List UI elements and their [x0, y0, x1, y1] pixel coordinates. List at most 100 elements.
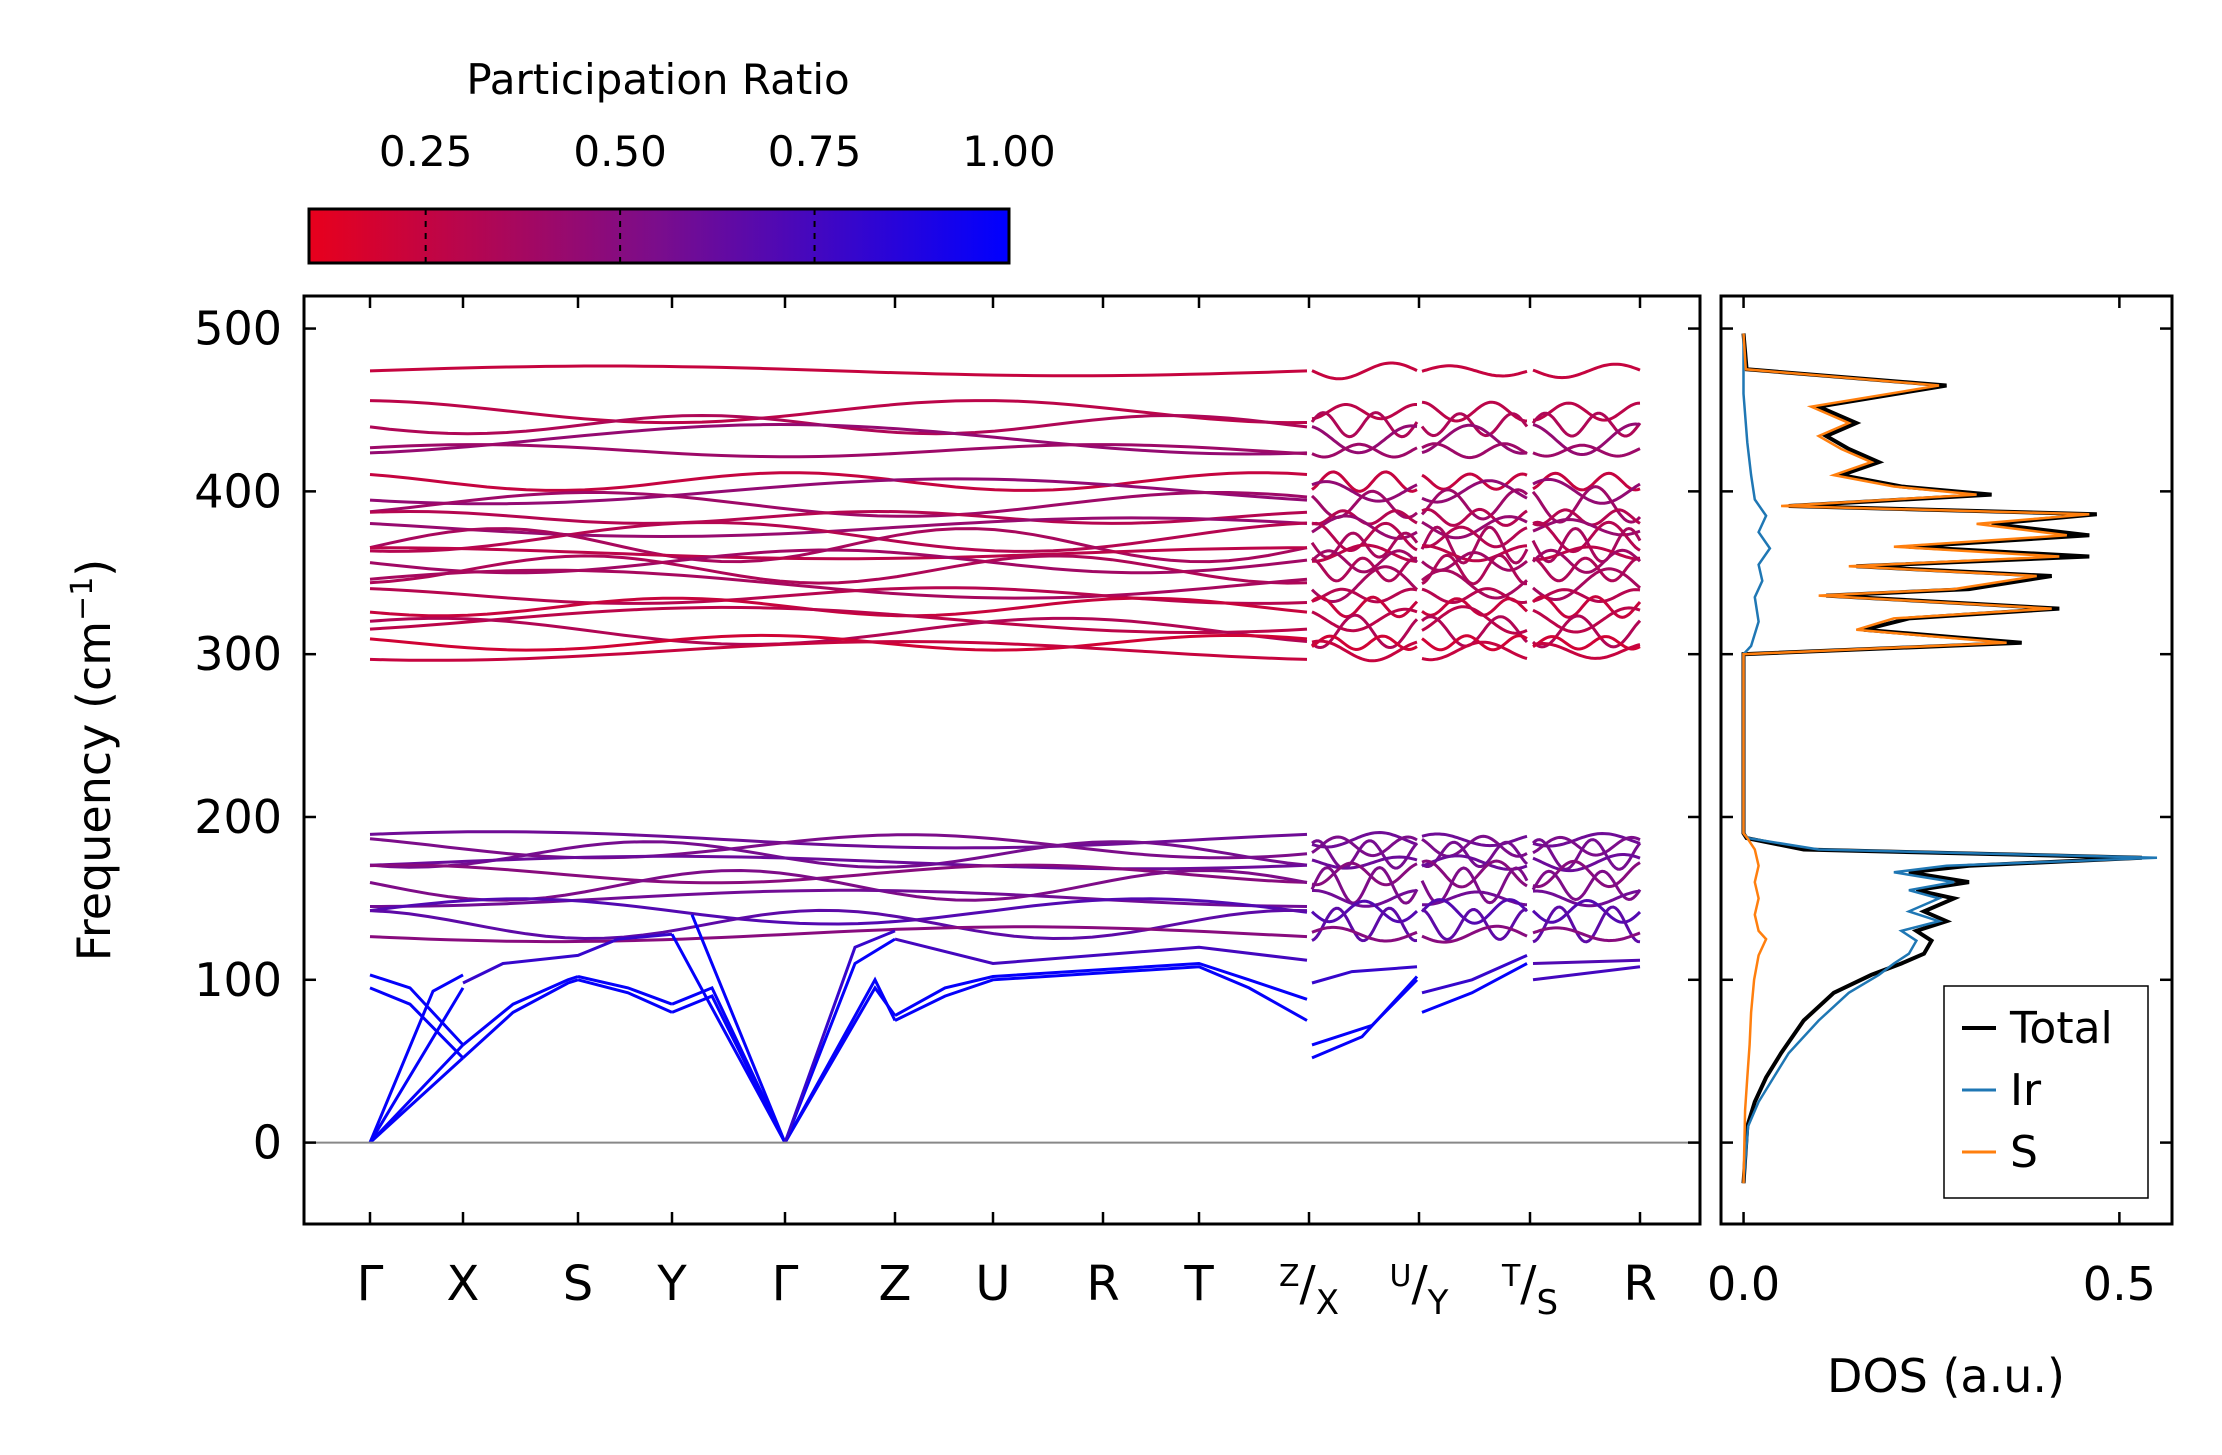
- colorbar-tick-label: 1.00: [962, 127, 1056, 176]
- phonon-branch: [369, 520, 1308, 553]
- x-tick-label: Z: [879, 1256, 912, 1312]
- acoustic-branch: [894, 937, 1308, 966]
- dos-line-total: [1741, 333, 2142, 1184]
- dos-x-tick-label: 0.5: [2083, 1257, 2156, 1311]
- phonon-branch: [1310, 489, 1418, 520]
- phonon-branch: [1532, 362, 1641, 380]
- phonon-branch: [1311, 587, 1418, 604]
- acoustic-branch: [1421, 954, 1528, 995]
- phonon-branch: [1421, 907, 1528, 941]
- legend-label: S: [2010, 1127, 2038, 1178]
- x-tick-label: R: [1086, 1256, 1119, 1312]
- phonon-branch: [369, 399, 1308, 425]
- phonon-branch: [1532, 606, 1641, 634]
- phonon-branch: [1421, 400, 1528, 423]
- acoustic-branch: [462, 975, 579, 1047]
- phonon-branch: [1421, 615, 1529, 648]
- acoustic-branch: [369, 973, 465, 1046]
- phonon-branch: [1531, 595, 1642, 619]
- phonon-branch: [369, 516, 1308, 539]
- acoustic-branch: [1311, 975, 1419, 1060]
- phonon-branch: [1311, 480, 1418, 503]
- phonon-branch: [1422, 544, 1528, 563]
- x-tick-label: Γ: [357, 1256, 384, 1312]
- phonon-branch: [1311, 839, 1419, 870]
- phonon-branch: [1531, 614, 1642, 649]
- y-tick-label: 200: [194, 790, 282, 844]
- phonon-branch: [1310, 549, 1419, 574]
- phonon-branch: [1532, 905, 1641, 944]
- phonon-branch: [1531, 526, 1642, 564]
- phonon-branch: [1421, 834, 1528, 858]
- y-tick-label: 100: [194, 953, 282, 1007]
- phonon-branch: [1310, 411, 1419, 439]
- band-axis-ticks: 0 100 200 300 400 500 Γ X S Y Γ Z U R T Z/X U/Y T/S R: [194, 296, 1700, 1323]
- phonon-branch: [1311, 906, 1418, 943]
- phonon-branch: [369, 605, 1308, 634]
- phonon-branch: [369, 888, 1308, 908]
- phonon-branch: [369, 554, 1308, 585]
- colorbar-tick-label: 0.75: [768, 127, 862, 176]
- phonon-branch: [1420, 898, 1529, 925]
- phonon-branch: [1311, 639, 1418, 663]
- phonon-branch: [1311, 861, 1418, 887]
- phonon-branch: [1421, 568, 1528, 600]
- phonon-branch: [1310, 595, 1419, 619]
- phonon-branch: [1420, 866, 1529, 905]
- phonon-branch: [1311, 470, 1418, 493]
- phonon-branch: [369, 509, 1308, 525]
- phonon-branch: [1421, 442, 1528, 460]
- phonon-branch: [1532, 588, 1641, 604]
- x-tick-label: Γ: [772, 1256, 799, 1312]
- dos-line-s: [1742, 333, 2090, 1184]
- acoustic-branch: [577, 978, 673, 1014]
- phonon-branch: [1532, 831, 1641, 848]
- y-tick-label: 500: [194, 302, 282, 356]
- phonon-branch: [369, 868, 1308, 902]
- phonon-branch: [1420, 488, 1528, 521]
- phonon-branch: [1531, 548, 1642, 574]
- acoustic-branch: [462, 932, 673, 985]
- phonon-branch: [369, 633, 1308, 652]
- acoustic-branch: [670, 933, 787, 1144]
- y-axis-label: Frequency (cm−1): [65, 559, 121, 962]
- phonon-branch: [1420, 525, 1529, 565]
- phonon-branch: [1532, 545, 1641, 562]
- phonon-branch: [1532, 926, 1641, 943]
- acoustic-branch: [783, 985, 897, 1144]
- phonon-branch: [1421, 634, 1528, 652]
- phonon-branch: [1310, 866, 1419, 905]
- phonon-branch: [369, 925, 1308, 944]
- x-tick-label: X: [447, 1256, 480, 1312]
- x-tick-label-split: Z/X: [1279, 1256, 1339, 1323]
- phonon-branch: [1421, 553, 1528, 586]
- y-tick-label: 0: [253, 1116, 282, 1170]
- legend-box: [1943, 985, 2149, 1199]
- phonon-branch: [1532, 642, 1641, 660]
- band-lines: [368, 361, 1642, 1144]
- phonon-branch: [1532, 471, 1641, 492]
- phonon-branch: [1421, 924, 1528, 944]
- phonon-branch: [369, 568, 1308, 600]
- acoustic-branch: [1532, 958, 1641, 965]
- phonon-branch: [1532, 635, 1641, 651]
- phonon-branch: [1421, 472, 1528, 491]
- acoustic-branch: [783, 937, 896, 1144]
- x-tick-label: R: [1623, 1256, 1656, 1312]
- phonon-branch: [1312, 543, 1418, 563]
- acoustic-branch: [1311, 978, 1419, 1047]
- x-tick-label-split: T/S: [1501, 1256, 1558, 1323]
- legend-label: Ir: [2010, 1065, 2042, 1116]
- phonon-branch: [1532, 477, 1641, 505]
- colorbar-title: Participation Ratio: [466, 55, 849, 104]
- phonon-branch: [1311, 361, 1418, 381]
- acoustic-branch: [368, 987, 465, 1144]
- phonon-branch: [369, 471, 1308, 492]
- phonon-branch: [369, 897, 1308, 926]
- phonon-branch: [1531, 838, 1642, 871]
- phonon-branch: [369, 854, 1308, 871]
- dos-x-axis-label: DOS (a.u.): [1827, 1349, 2065, 1403]
- phonon-branch: [1311, 424, 1418, 455]
- colorbar-tick-label: 0.50: [573, 127, 667, 176]
- phonon-branch: [1532, 889, 1641, 908]
